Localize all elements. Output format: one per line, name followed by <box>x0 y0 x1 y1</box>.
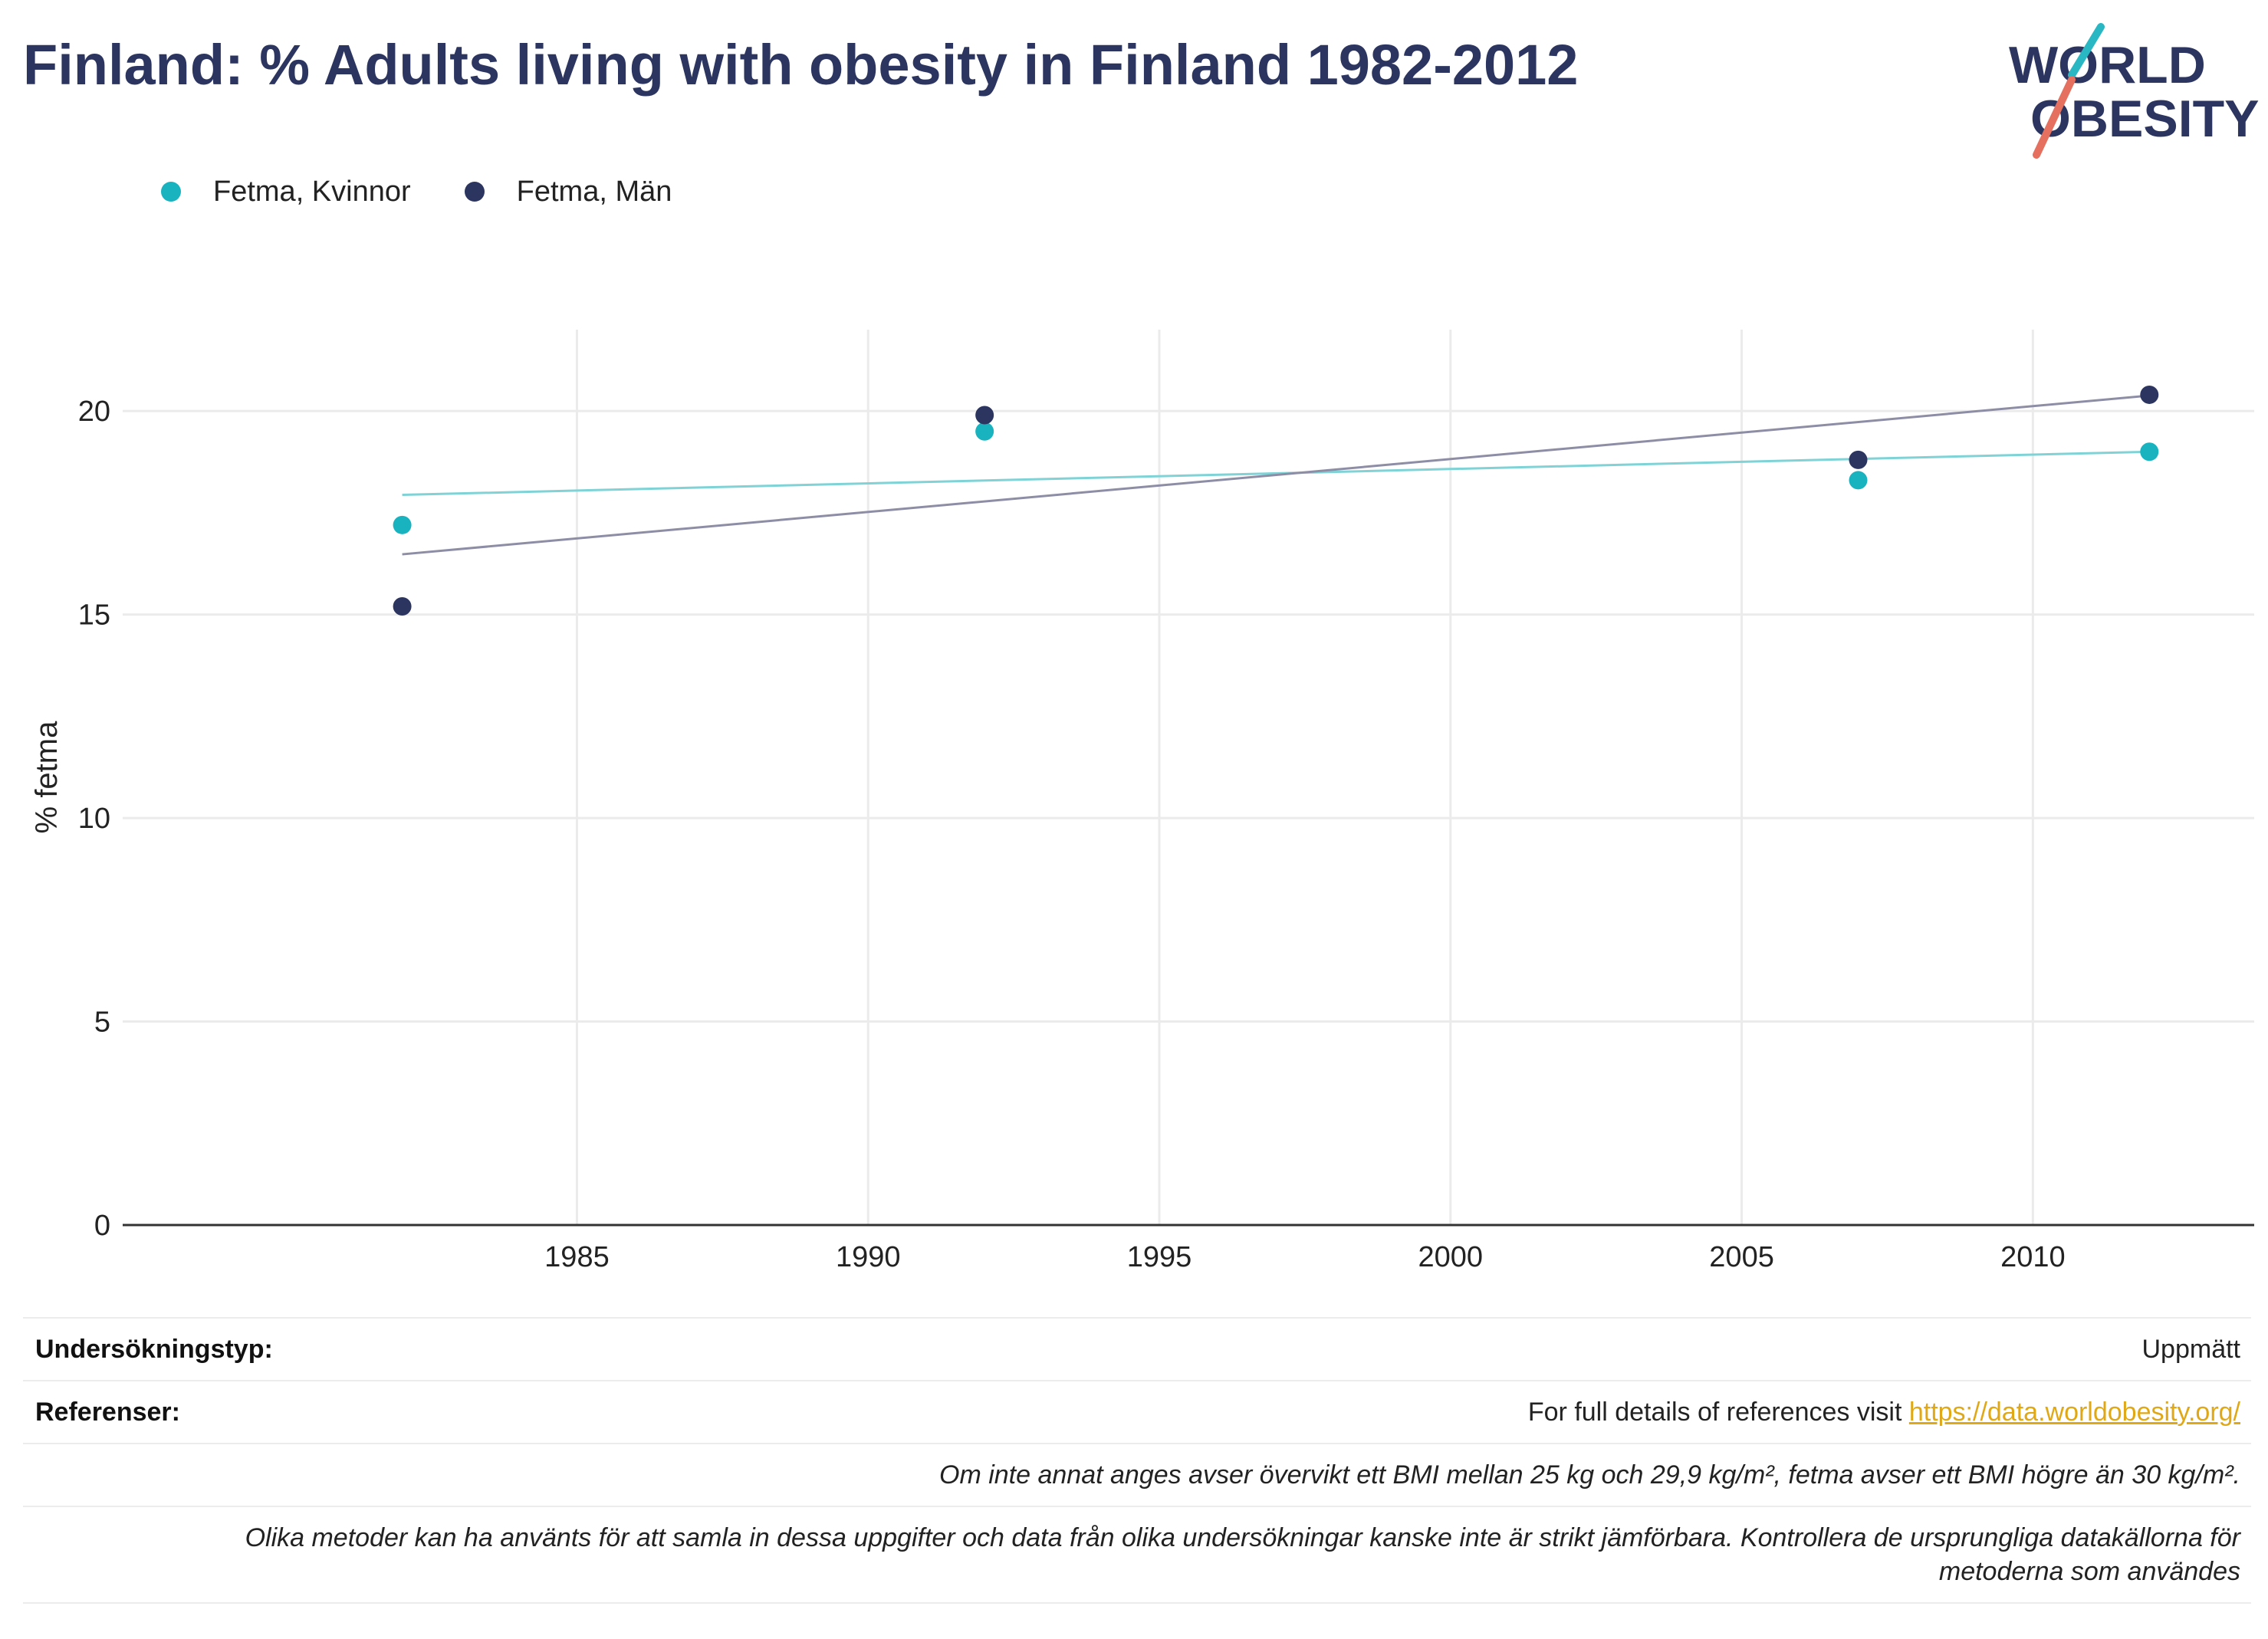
y-tick-label: 20 <box>78 396 110 428</box>
data-point-women <box>975 422 994 441</box>
references-link[interactable]: https://data.worldobesity.org/ <box>1908 1397 2240 1427</box>
footer-row-methods-note: Olika metoder kan ha använts för att sam… <box>23 1506 2251 1604</box>
data-point-men <box>393 597 412 616</box>
data-point-men <box>975 406 994 425</box>
x-tick-label: 1995 <box>1127 1241 1192 1273</box>
legend-label-men: Fetma, Män <box>516 175 672 208</box>
y-axis-label: % fetma <box>30 721 64 833</box>
legend-item-men[interactable]: Fetma, Män <box>464 175 672 209</box>
y-tick-label: 10 <box>78 803 110 835</box>
survey-type-label: Undersökningstyp: <box>35 1334 273 1364</box>
footer-row-references: Referenser: For full details of referenc… <box>23 1380 2251 1443</box>
trend-line-men <box>402 394 2150 556</box>
data-point-women <box>393 515 412 534</box>
survey-type-value: Uppmätt <box>2141 1334 2241 1364</box>
legend-item-women[interactable]: Fetma, Kvinnor <box>161 176 411 209</box>
legend-marker-men <box>464 182 485 202</box>
methods-note-line1: Olika metoder kan ha använts för att sam… <box>245 1523 2240 1552</box>
references-label: Referenser: <box>35 1397 180 1427</box>
y-tick-label: 0 <box>94 1210 110 1242</box>
logo-word-line2: OBESITY <box>2030 90 2260 148</box>
y-tick-label: 15 <box>78 599 110 632</box>
x-tick-label: 2010 <box>2000 1241 2066 1273</box>
obesity-scatter-chart: 0 5 10 15 20 1985 1990 1995 2000 2005 2010 % fetma <box>30 330 2254 1273</box>
chart-legend: Fetma, Kvinnor Fetma, Män <box>161 172 725 211</box>
world-obesity-logo-graphic: WORLD OBESITY <box>2009 23 2260 159</box>
references-text: For full details of references visit <box>1527 1397 1909 1427</box>
data-point-men <box>1849 450 1868 469</box>
y-tick-label: 5 <box>94 1007 110 1039</box>
x-tick-label: 2000 <box>1418 1241 1484 1273</box>
world-obesity-logo: WORLD OBESITY <box>1986 23 2262 161</box>
x-tick-label: 1985 <box>544 1241 610 1273</box>
footer-row-bmi-note: Om inte annat anges avser övervikt ett B… <box>23 1443 2251 1506</box>
x-tick-label: 1990 <box>836 1241 901 1273</box>
logo-word-line1: WORLD <box>2009 36 2206 94</box>
legend-marker-women <box>161 182 181 202</box>
references-value: For full details of references visit htt… <box>1528 1398 2240 1427</box>
page-title: Finland: % Adults living with obesity in… <box>23 33 1579 97</box>
x-tick-label: 2005 <box>1709 1241 1774 1273</box>
data-point-women <box>2140 442 2159 461</box>
data-point-women <box>1849 471 1868 490</box>
methods-note-line2: metoderna som användes <box>1938 1557 2240 1586</box>
bmi-definition-note: Om inte annat anges avser övervikt ett B… <box>939 1460 2240 1490</box>
legend-label-women: Fetma, Kvinnor <box>213 175 411 208</box>
methods-note: Olika metoder kan ha använts för att sam… <box>245 1521 2240 1588</box>
footer-row-survey-type: Undersökningstyp: Uppmätt <box>23 1317 2251 1380</box>
chart-footer: Undersökningstyp: Uppmätt Referenser: Fo… <box>23 1317 2251 1604</box>
trend-line-women <box>402 450 2150 497</box>
data-point-men <box>2140 385 2159 404</box>
